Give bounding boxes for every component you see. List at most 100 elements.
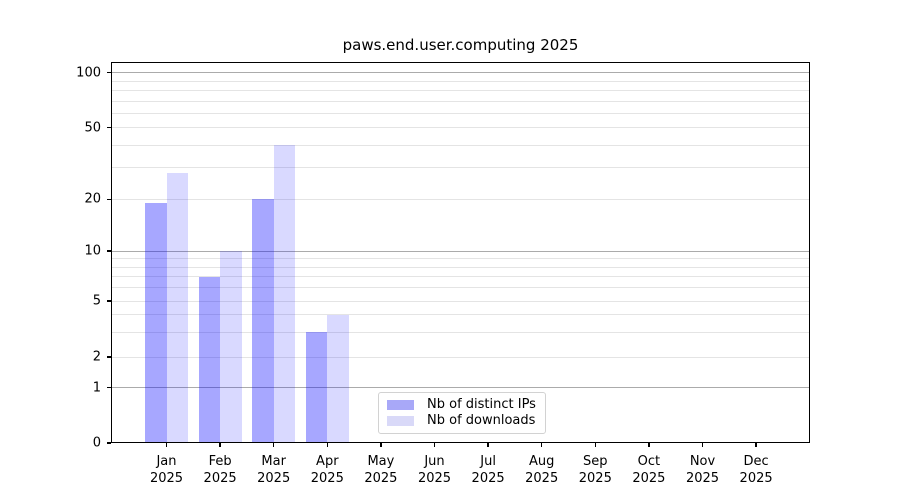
legend-swatch-distinct-ips [387, 400, 414, 410]
bar-downloads-feb [220, 251, 242, 443]
x-tick-month: Nov [689, 454, 716, 469]
y-tick-mark-0 [107, 442, 111, 444]
gridline-minor-7 [111, 276, 810, 278]
x-tick-year: 2025 [310, 470, 344, 486]
x-tick-month: Aug [528, 454, 555, 469]
x-tick-mark-jul [487, 443, 489, 447]
x-tick-label-dec: Dec 2025 [724, 454, 788, 487]
x-tick-mark-dec [755, 443, 757, 447]
x-tick-year: 2025 [739, 470, 773, 486]
chart-title: paws.end.user.computing 2025 [342, 36, 579, 54]
gridline-major-100 [111, 72, 810, 74]
legend-label-distinct-ips: Nb of distinct IPs [427, 397, 536, 412]
x-tick-mark-feb [219, 443, 221, 447]
x-tick-label-aug: Aug 2025 [510, 454, 574, 487]
gridline-minor-8 [111, 266, 810, 268]
gridline-minor-9 [111, 258, 810, 260]
x-tick-month: May [367, 454, 395, 469]
gridline-minor-2 [111, 356, 810, 358]
plot-area [111, 62, 810, 443]
x-tick-year: 2025 [257, 470, 291, 486]
x-tick-label-jan: Jan 2025 [135, 454, 199, 487]
x-tick-label-feb: Feb 2025 [188, 454, 252, 487]
y-tick-mark-2 [107, 356, 111, 358]
y-tick-label-100: 100 [76, 65, 101, 81]
x-tick-month: Dec [743, 454, 769, 469]
gridline-minor-3 [111, 331, 810, 333]
legend-swatch-downloads [387, 416, 414, 426]
bar-distinct-ips-apr [305, 332, 328, 443]
x-tick-label-jul: Jul 2025 [456, 454, 520, 487]
gridline-minor-50 [111, 127, 810, 129]
gridline-minor-60 [111, 112, 810, 114]
x-tick-year: 2025 [525, 470, 559, 486]
x-tick-mark-apr [326, 443, 328, 447]
x-tick-month: Jun [424, 454, 445, 469]
x-tick-label-sep: Sep 2025 [563, 454, 627, 487]
gridline-minor-20 [111, 198, 810, 200]
legend: Nb of distinct IPs Nb of downloads [378, 392, 546, 434]
legend-item-distinct-ips: Nb of distinct IPs [387, 397, 537, 413]
y-tick-mark-50 [107, 127, 111, 129]
x-tick-year: 2025 [632, 470, 666, 486]
x-tick-mark-sep [594, 443, 596, 447]
gridline-major-10 [111, 250, 810, 252]
legend-item-downloads: Nb of downloads [387, 413, 537, 429]
x-tick-mark-oct [648, 443, 650, 447]
y-tick-label-5: 5 [92, 293, 101, 309]
y-tick-mark-100 [107, 72, 111, 74]
gridline-minor-80 [111, 89, 810, 91]
x-tick-year: 2025 [578, 470, 612, 486]
x-tick-label-jun: Jun 2025 [403, 454, 467, 487]
gridline-minor-70 [111, 100, 810, 102]
x-tick-year: 2025 [417, 470, 452, 486]
y-tick-label-2: 2 [92, 349, 101, 365]
gridline-minor-5 [111, 300, 810, 302]
x-tick-month: Mar [261, 454, 286, 469]
y-tick-mark-1 [107, 387, 111, 389]
x-tick-year: 2025 [685, 470, 720, 486]
bar-downloads-mar [273, 145, 296, 443]
y-tick-mark-20 [107, 198, 111, 200]
x-tick-month: Feb [208, 454, 232, 469]
bar-downloads-jan [166, 173, 188, 443]
x-tick-label-apr: Apr 2025 [295, 454, 359, 487]
bar-downloads-apr [327, 314, 349, 443]
gridline-minor-4 [111, 314, 810, 316]
legend-label-downloads: Nb of downloads [427, 413, 536, 428]
x-tick-month: Apr [316, 454, 339, 469]
gridline-major-1 [111, 387, 810, 389]
bar-distinct-ips-feb [198, 276, 221, 443]
y-tick-mark-5 [107, 300, 111, 302]
x-tick-year: 2025 [364, 470, 398, 486]
x-tick-month: Jan [156, 454, 177, 469]
bar-distinct-ips-jan [145, 203, 167, 443]
x-tick-label-mar: Mar 2025 [242, 454, 306, 487]
gridline-minor-6 [111, 287, 810, 289]
y-tick-label-50: 50 [84, 120, 101, 136]
y-tick-label-20: 20 [84, 191, 101, 207]
y-tick-label-10: 10 [84, 243, 101, 259]
x-tick-mark-aug [541, 443, 543, 447]
x-tick-mark-jan [165, 443, 168, 447]
x-tick-label-may: May 2025 [349, 454, 413, 487]
x-tick-mark-nov [701, 443, 704, 447]
x-tick-month: Jul [480, 454, 496, 469]
x-tick-label-nov: Nov 2025 [671, 454, 735, 487]
x-tick-month: Oct [637, 454, 661, 469]
y-tick-label-1: 1 [92, 380, 101, 396]
x-tick-month: Sep [583, 454, 608, 469]
y-tick-mark-10 [107, 250, 111, 252]
x-tick-mark-jun [433, 443, 436, 447]
x-tick-year: 2025 [471, 470, 505, 486]
x-tick-label-oct: Oct 2025 [617, 454, 681, 487]
x-tick-mark-may [380, 443, 382, 447]
y-tick-label-0: 0 [92, 435, 101, 451]
x-tick-year: 2025 [149, 470, 184, 486]
bar-distinct-ips-mar [252, 199, 274, 443]
x-tick-mark-mar [273, 443, 275, 447]
gridline-minor-40 [111, 144, 810, 146]
gridline-minor-30 [111, 167, 810, 169]
gridline-minor-90 [111, 80, 810, 82]
